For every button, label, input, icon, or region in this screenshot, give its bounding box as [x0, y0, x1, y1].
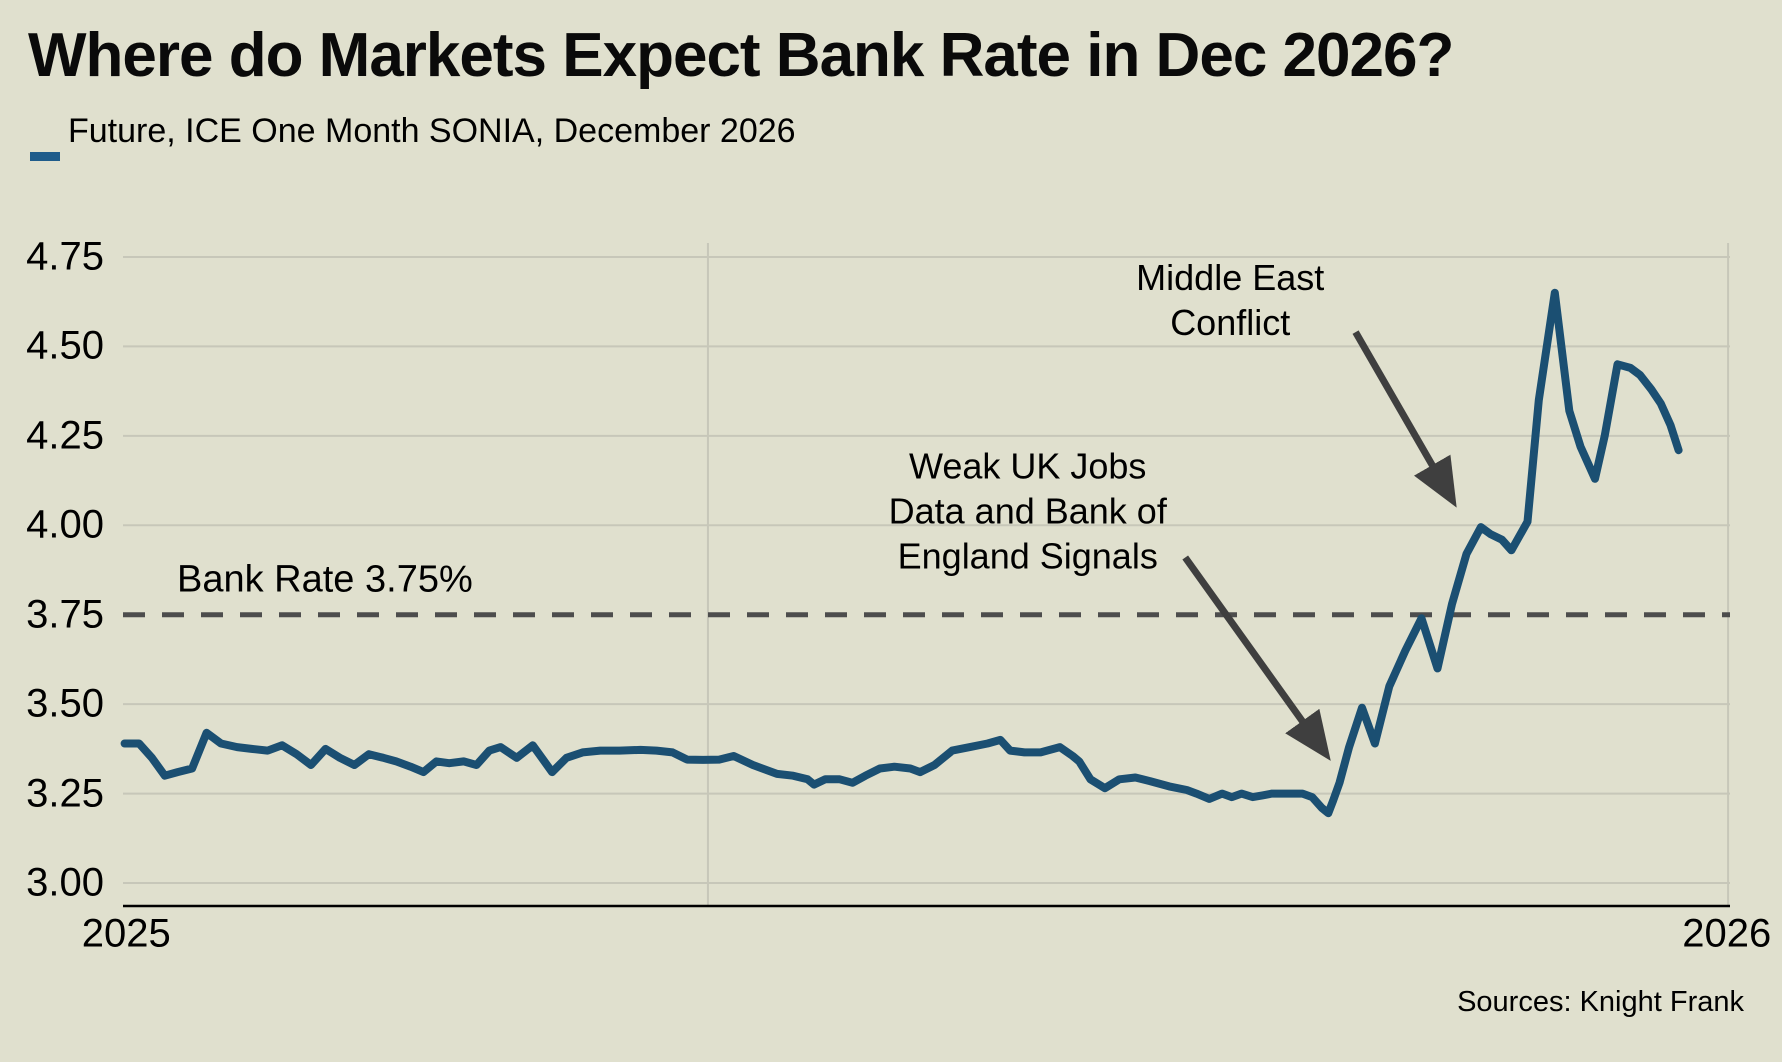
x-tick-label: 2025: [81, 911, 171, 956]
y-tick-label: 3.25: [26, 771, 104, 816]
annotation-arrow-middle-east-conflict: [1352, 330, 1457, 508]
y-tick-label: 3.50: [26, 681, 104, 726]
annotation-text-weak-uk-jobs: Weak UK Jobs Data and Bank of England Sign…: [888, 445, 1167, 577]
chart-title: Where do Markets Expect Bank Rate in Dec…: [28, 21, 1454, 90]
annotation-text-middle-east-conflict: Middle East Conflict: [1136, 256, 1325, 343]
bank-rate-label: Bank Rate 3.75%: [177, 558, 473, 601]
annotation-arrow-weak-uk-jobs: [1182, 555, 1331, 761]
legend-line-swatch: [30, 152, 60, 161]
y-tick-label: 3.75: [26, 592, 104, 637]
y-tick-label: 4.75: [26, 234, 104, 279]
y-tick-label: 4.50: [26, 323, 104, 368]
sources-note: Sources: Knight Frank: [1457, 986, 1744, 1018]
y-tick-label: 4.00: [26, 502, 104, 547]
x-tick-label: 2026: [1682, 911, 1772, 956]
y-tick-label: 4.25: [26, 413, 104, 458]
sonia-future-line: [120, 288, 1683, 818]
legend-label: Future, ICE One Month SONIA, December 20…: [68, 112, 796, 150]
y-tick-label: 3.00: [26, 860, 104, 905]
